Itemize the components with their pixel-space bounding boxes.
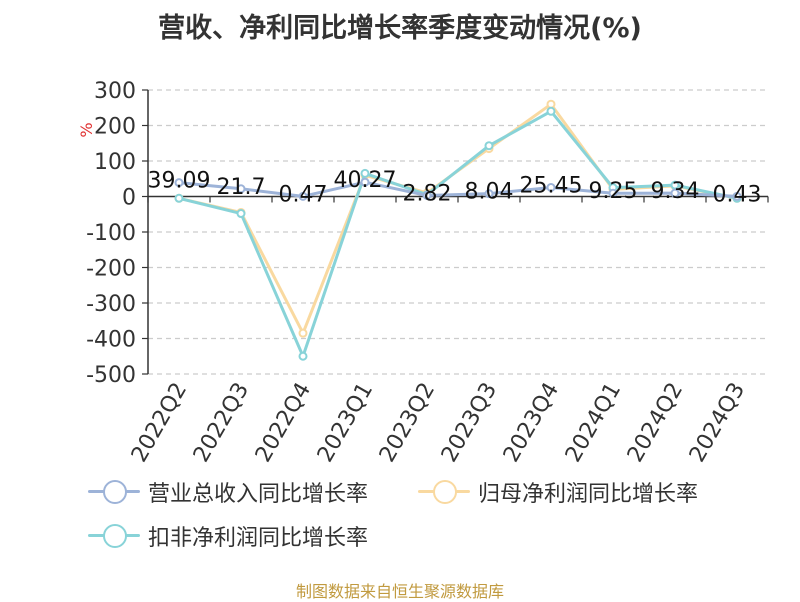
data-label: 21.7 [217, 175, 266, 200]
series-layer [174, 99, 742, 361]
series-line [178, 180, 738, 198]
y-tick-label: 200 [94, 115, 136, 140]
data-point [670, 188, 680, 198]
source-note: 制图数据来自恒生聚源数据库 [295, 582, 504, 601]
data-label: 2.82 [403, 181, 452, 206]
data-label: 9.34 [651, 179, 700, 204]
data-point [236, 209, 246, 219]
x-tick-label: 2023Q1 [313, 379, 378, 467]
series-line [178, 109, 738, 358]
data-label: 39.09 [148, 169, 211, 194]
data-point [484, 141, 494, 151]
data-label: 0.47 [279, 182, 328, 207]
data-point [236, 184, 246, 194]
legend-label-deducted-profit: 扣非净利润同比增长率 [148, 526, 369, 551]
legend-item-deducted-profit[interactable]: 扣非净利润同比增长率 [88, 518, 368, 554]
data-point [298, 328, 308, 338]
data-label: 8.04 [465, 180, 514, 205]
x-tick-label: 2023Q3 [437, 379, 502, 467]
data-point [732, 191, 742, 201]
y-tick-label: 100 [94, 150, 136, 175]
x-tick-label: 2024Q2 [623, 379, 688, 467]
data-point [174, 178, 184, 188]
y-axis-label: % [77, 122, 96, 137]
series-line [178, 102, 738, 335]
legend-label-revenue: 营业总收入同比增长率 [148, 482, 369, 507]
x-tick-label: 2022Q3 [189, 379, 254, 467]
axis-layer: 3002001000-100-200-300-400-500%2022Q2202… [77, 79, 769, 467]
y-tick-label: 0 [122, 186, 136, 211]
legend-swatch-revenue [88, 474, 140, 510]
y-tick-label: -500 [86, 363, 136, 388]
data-point [546, 182, 556, 192]
data-point [422, 190, 432, 200]
legend-swatch-net-profit [418, 474, 470, 510]
y-tick-label: 300 [94, 79, 136, 104]
data-point [298, 191, 308, 201]
data-point [608, 188, 618, 198]
data-point [546, 106, 556, 116]
x-tick-label: 2023Q4 [499, 379, 564, 467]
chart-title: 营收、净利同比增长率季度变动情况(%) [158, 13, 642, 44]
grid-layer [148, 89, 768, 375]
x-tick-label: 2024Q3 [685, 379, 750, 467]
y-tick-label: -200 [86, 257, 136, 282]
x-tick-label: 2023Q2 [375, 379, 440, 467]
y-tick-label: -300 [86, 292, 136, 317]
data-label: 9.25 [589, 179, 638, 204]
y-tick-label: -400 [86, 328, 136, 353]
legend-item-net-profit[interactable]: 归母净利润同比增长率 [418, 474, 698, 510]
x-tick-label: 2024Q1 [561, 379, 626, 467]
data-point [670, 180, 680, 190]
legend-swatch-deducted-profit [88, 518, 140, 554]
data-point [360, 177, 370, 187]
legend-label-net-profit: 归母净利润同比增长率 [478, 482, 699, 507]
data-label: 25.45 [520, 173, 583, 198]
legend-item-revenue[interactable]: 营业总收入同比增长率 [88, 474, 368, 510]
data-label: 40.27 [334, 168, 397, 193]
data-point [546, 99, 556, 109]
data-label: 0.43 [713, 182, 762, 207]
data-point [360, 168, 370, 178]
data-point [484, 189, 494, 199]
x-tick-label: 2022Q2 [127, 379, 192, 467]
y-tick-label: -100 [86, 221, 136, 246]
x-tick-label: 2022Q4 [251, 379, 316, 467]
data-point [174, 193, 184, 203]
data-point [298, 351, 308, 361]
